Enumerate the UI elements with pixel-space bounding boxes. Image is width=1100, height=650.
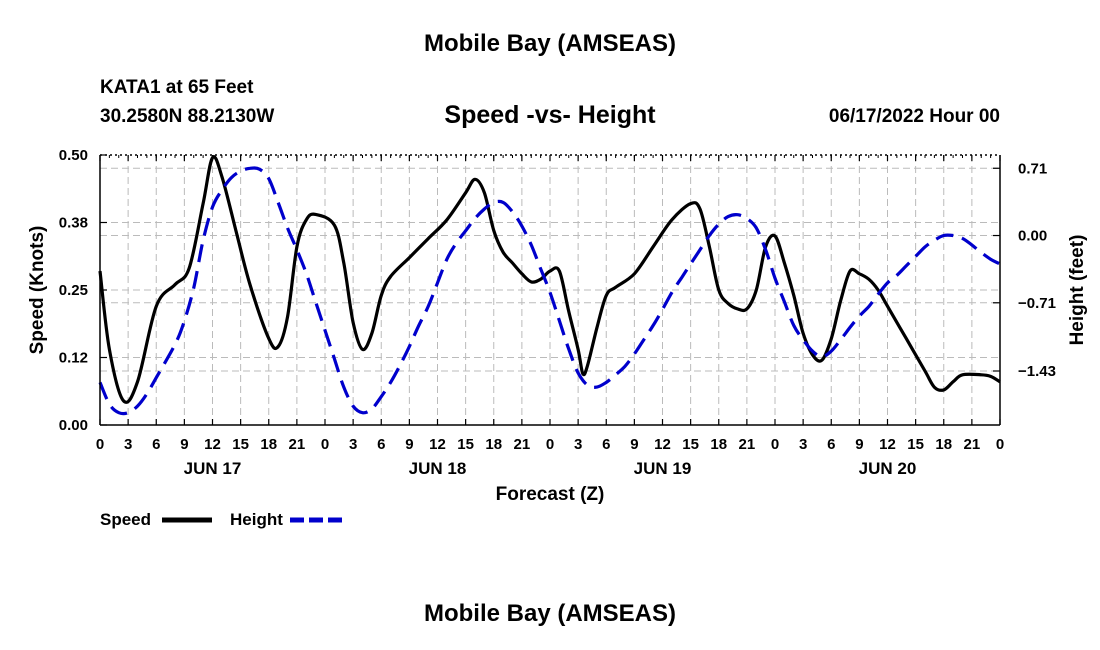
x-tick-label: 3 (574, 436, 582, 453)
x-tick-label: 9 (180, 436, 188, 453)
y-right-tick-label: 0.71 (1018, 160, 1047, 177)
axis-labels: 0 3 6 9 12 15 18 21 0 3 6 9 12 15 18 21 0 3 6 9 12 15 18 21 0 3 6 9… (27, 147, 1088, 505)
x-tick-label: 9 (405, 436, 413, 453)
x-tick-label: 3 (799, 436, 807, 453)
x-tick-label: 9 (855, 436, 863, 453)
x-tick-label: 21 (289, 436, 306, 453)
y-right-tick-label: −1.43 (1018, 363, 1056, 380)
x-tick-label: 0 (321, 436, 329, 453)
forecast-run-time: 06/17/2022 Hour 00 (828, 106, 1000, 127)
grid (100, 155, 1000, 425)
footer-title: Mobile Bay (AMSEAS) (423, 600, 677, 627)
x-tick-label: 12 (654, 436, 671, 453)
x-tick-label: 18 (710, 436, 727, 453)
speed-height-chart: 0 3 6 9 12 15 18 21 0 3 6 9 12 15 18 21 0 3 6 9 12 15 18 21 0 3 6 9… (27, 147, 1088, 529)
chart-title: Mobile Bay (AMSEAS) (423, 30, 677, 57)
x-tick-label: 6 (152, 436, 160, 453)
x-tick-label: 15 (232, 436, 249, 453)
date-label: JUN 17 (184, 459, 242, 478)
legend-label-speed: Speed (100, 510, 151, 529)
legend-label-height: Height (230, 510, 283, 529)
y-right-axis-title: Height (feet) (1067, 235, 1088, 346)
station-coordinates: 30.2580N 88.2130W (100, 106, 275, 127)
date-label: JUN 18 (409, 459, 467, 478)
axes (99, 154, 1001, 426)
x-tick-label: 6 (377, 436, 385, 453)
x-tick-label: 12 (429, 436, 446, 453)
x-tick-label: 0 (771, 436, 779, 453)
y-left-tick-label: 0.50 (59, 147, 88, 164)
y-left-tick-label: 0.25 (59, 282, 88, 299)
x-tick-label: 15 (682, 436, 699, 453)
y-left-axis-title: Speed (Knots) (27, 226, 48, 355)
x-tick-label: 3 (124, 436, 132, 453)
x-tick-label: 18 (260, 436, 277, 453)
speed-series-line (98, 155, 1001, 404)
x-tick-label: 0 (996, 436, 1004, 453)
height-series-line (98, 166, 1001, 416)
x-tick-label: 21 (514, 436, 531, 453)
x-tick-label: 6 (602, 436, 610, 453)
date-label: JUN 20 (859, 459, 917, 478)
y-right-tick-label: −0.71 (1018, 295, 1056, 312)
x-axis-title: Forecast (Z) (496, 484, 605, 505)
x-tick-label: 0 (96, 436, 104, 453)
x-tick-label: 15 (457, 436, 474, 453)
x-tick-label: 15 (907, 436, 924, 453)
y-left-tick-label: 0.00 (59, 417, 88, 434)
x-tick-label: 6 (827, 436, 835, 453)
x-tick-label: 21 (739, 436, 756, 453)
chart-subtitle: Speed -vs- Height (444, 101, 656, 129)
x-tick-label: 0 (546, 436, 554, 453)
series-lines (98, 155, 1001, 416)
x-tick-label: 3 (349, 436, 357, 453)
y-left-tick-label: 0.38 (59, 215, 88, 232)
x-tick-label: 18 (935, 436, 952, 453)
x-tick-label: 18 (485, 436, 502, 453)
x-tick-label: 12 (204, 436, 221, 453)
date-label: JUN 19 (634, 459, 692, 478)
station-name: KATA1 at 65 Feet (100, 77, 254, 98)
legend: Speed Height (100, 510, 342, 529)
x-tick-label: 12 (879, 436, 896, 453)
x-tick-label: 21 (964, 436, 981, 453)
y-right-tick-label: 0.00 (1018, 228, 1047, 245)
x-tick-label: 9 (630, 436, 638, 453)
y-left-tick-label: 0.12 (59, 350, 88, 367)
